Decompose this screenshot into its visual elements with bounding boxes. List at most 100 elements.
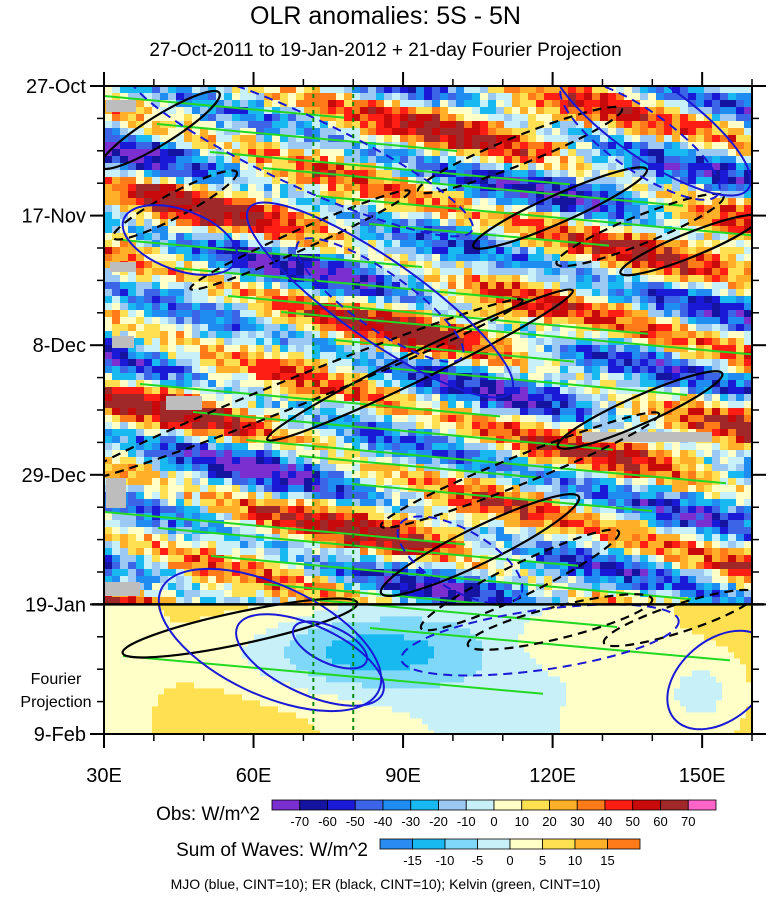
field-cell: [512, 114, 521, 122]
field-cell: [648, 296, 657, 304]
field-cell: [264, 338, 273, 346]
field-cell: [408, 394, 417, 402]
field-cell: [424, 191, 433, 199]
field-cell: [312, 450, 321, 458]
field-cell: [296, 128, 305, 136]
field-cell: [280, 135, 289, 143]
field-cell: [648, 212, 657, 220]
field-cell: [368, 394, 377, 402]
field-cell: [632, 135, 641, 143]
field-cell: [456, 338, 465, 346]
field-cell: [400, 429, 409, 437]
field-cell: [392, 373, 401, 381]
field-cell: [216, 422, 225, 430]
field-cell: [328, 184, 337, 192]
field-cell: [736, 331, 745, 339]
field-cell: [472, 289, 481, 297]
field-cell: [624, 233, 633, 241]
field-cell: [104, 254, 113, 262]
field-cell: [648, 261, 657, 269]
field-cell: [624, 443, 633, 451]
field-cell: [208, 296, 217, 304]
field-cell: [168, 289, 177, 297]
field-cell: [720, 205, 729, 213]
field-cell: [216, 401, 225, 409]
field-cell: [360, 450, 369, 458]
field-cell: [544, 212, 553, 220]
field-cell: [440, 205, 449, 213]
field-cell: [520, 184, 529, 192]
field-cell: [728, 198, 737, 206]
field-cell: [624, 282, 633, 290]
field-cell: [512, 240, 521, 248]
field-cell: [288, 422, 297, 430]
field-cell: [408, 499, 417, 507]
field-cell: [232, 163, 241, 171]
field-cell: [672, 261, 681, 269]
field-cell: [144, 366, 153, 374]
field-cell: [744, 401, 752, 409]
field-cell: [368, 289, 377, 297]
field-cell: [344, 450, 353, 458]
field-cell: [728, 254, 737, 262]
field-cell: [256, 380, 265, 388]
field-cell: [304, 233, 313, 241]
field-cell: [496, 128, 505, 136]
field-cell: [608, 212, 617, 220]
field-cell: [648, 338, 657, 346]
field-cell: [368, 205, 377, 213]
field-cell: [144, 457, 153, 465]
field-cell: [128, 317, 137, 325]
field-cell: [408, 415, 417, 423]
field-cell: [128, 142, 137, 150]
field-cell: [584, 464, 593, 472]
field-cell: [272, 380, 281, 388]
field-cell: [272, 268, 281, 276]
field-cell: [192, 156, 201, 164]
field-cell: [200, 492, 209, 500]
field-cell: [384, 331, 393, 339]
field-cell: [144, 86, 153, 94]
field-cell: [744, 352, 752, 360]
field-cell: [584, 492, 593, 500]
field-cell: [280, 317, 289, 325]
field-cell: [568, 401, 577, 409]
field-cell: [248, 289, 257, 297]
field-cell: [624, 135, 633, 143]
field-cell: [632, 93, 641, 101]
field-cell: [720, 492, 729, 500]
field-cell: [632, 114, 641, 122]
field-cell: [568, 254, 577, 262]
field-cell: [504, 401, 513, 409]
field-cell: [536, 114, 545, 122]
field-cell: [384, 436, 393, 444]
field-cell: [624, 156, 633, 164]
field-cell: [384, 282, 393, 290]
field-cell: [536, 296, 545, 304]
field-cell: [152, 464, 161, 472]
field-cell: [560, 471, 569, 479]
field-cell: [696, 373, 705, 381]
field-cell: [520, 387, 529, 395]
field-cell: [584, 387, 593, 395]
field-cell: [632, 184, 641, 192]
field-cell: [152, 212, 161, 220]
field-cell: [424, 485, 433, 493]
field-cell: [440, 513, 449, 521]
field-cell: [504, 450, 513, 458]
field-cell: [176, 485, 185, 493]
field-cell: [744, 373, 752, 381]
field-cell: [360, 142, 369, 150]
field-cell: [536, 415, 545, 423]
field-cell: [120, 471, 129, 479]
field-cell: [496, 149, 505, 157]
field-cell: [600, 268, 609, 276]
field-cell: [184, 149, 193, 157]
field-cell: [184, 156, 193, 164]
field-cell: [568, 282, 577, 290]
field-cell: [704, 86, 713, 94]
field-cell: [344, 471, 353, 479]
field-cell: [736, 380, 745, 388]
field-cell: [240, 387, 249, 395]
field-cell: [536, 513, 545, 521]
